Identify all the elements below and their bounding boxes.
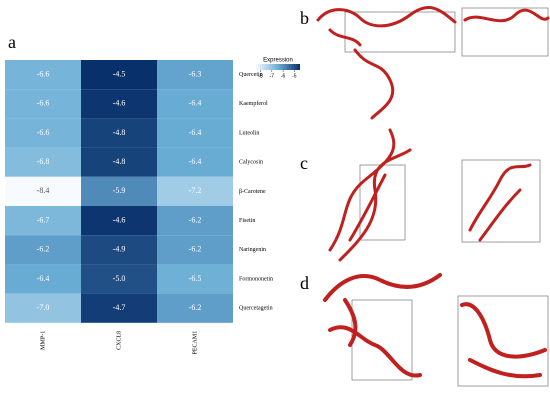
ribbon (323, 273, 442, 378)
row-label: β-Carotene (239, 189, 266, 195)
cell-label: -6.4 (189, 99, 202, 108)
ribbon (468, 163, 532, 242)
cell-label: -4.7 (113, 303, 126, 312)
panel-label: a (8, 32, 16, 52)
colorbar-tick-label: -7 (270, 73, 275, 79)
heatmap-cell (157, 235, 233, 265)
heatmap-cell (157, 264, 233, 294)
zoom-panel (461, 7, 549, 57)
row-label: Fisetin (239, 218, 255, 224)
heatmap-cell (157, 118, 233, 148)
cell-label: -4.8 (113, 128, 126, 137)
heatmap-cell (5, 118, 81, 148)
cell-label: -6.6 (37, 128, 50, 137)
cell-label: -6.2 (37, 245, 50, 254)
heatmap-cell (81, 176, 157, 206)
cell-label: -6.6 (37, 69, 50, 78)
heatmap-cell (5, 264, 81, 294)
colorbar-title: Expression (263, 58, 293, 64)
heatmap-cell (81, 293, 157, 323)
ribbon (328, 128, 412, 262)
heatmap-cell (5, 147, 81, 177)
heatmap-cell (81, 147, 157, 177)
colorbar-tick-label: -5 (292, 73, 297, 79)
row-label: Calycosin (239, 160, 263, 166)
cell-label: -4.5 (113, 69, 126, 78)
panel-label: d (300, 273, 309, 293)
row-label: Quercetin (239, 72, 263, 78)
column-label: CXCL8 (116, 331, 122, 350)
heatmap-cell (81, 206, 157, 236)
heatmap-cell (81, 89, 157, 119)
cell-label: -7.2 (189, 186, 202, 195)
column-label: PECAM1 (192, 331, 198, 355)
cell-label: -5.0 (113, 274, 126, 283)
cell-label: -6.7 (37, 215, 50, 224)
cell-label: -6.2 (189, 215, 202, 224)
cell-label: -6.2 (189, 245, 202, 254)
cell-label: -4.6 (113, 215, 126, 224)
cell-label: -8.4 (37, 186, 50, 195)
row-label: Luteolin (239, 130, 259, 136)
cell-label: -6.2 (189, 303, 202, 312)
heatmap-cell (157, 147, 233, 177)
cell-label: -6.4 (189, 128, 202, 137)
cell-label: -6.4 (189, 157, 202, 166)
cell-label: -4.6 (113, 99, 126, 108)
row-label: Formononetin (239, 276, 273, 282)
cell-label: -4.9 (113, 245, 126, 254)
zoom-box (344, 11, 456, 53)
heatmap-cell (81, 118, 157, 148)
column-label: MMP-1 (40, 331, 46, 350)
heatmap-cell (5, 176, 81, 206)
panel-label: b (300, 8, 309, 28)
heatmap-cell (157, 60, 233, 90)
row-label: Naringenin (239, 247, 266, 253)
colorbar-tick-label: -6 (281, 73, 286, 79)
ribbon (316, 5, 457, 120)
heatmap-cell (81, 60, 157, 90)
heatmap-cell (157, 293, 233, 323)
ribbon (460, 302, 547, 379)
heatmap-cell (5, 206, 81, 236)
ribbon (463, 8, 550, 23)
heatmap-cell (157, 89, 233, 119)
zoom-panel (461, 159, 541, 243)
cell-label: -5.9 (113, 186, 126, 195)
protein-panels (316, 5, 550, 387)
heatmap-cell (157, 176, 233, 206)
heatmap-cell (81, 235, 157, 265)
heatmap-cell (5, 89, 81, 119)
zoom-panel (457, 295, 549, 387)
cell-label: -6.8 (37, 157, 50, 166)
heatmap-cell (5, 293, 81, 323)
heatmap-cell (157, 206, 233, 236)
heatmap-cell (81, 264, 157, 294)
heatmap-cell (5, 60, 81, 90)
cell-label: -6.4 (37, 274, 50, 283)
panel-label: c (300, 153, 308, 173)
colorbar (256, 64, 300, 70)
cell-label: -6.6 (37, 99, 50, 108)
zoom-box (351, 299, 413, 381)
cell-label: -6.5 (189, 274, 202, 283)
colorbar-tick-label: -8 (258, 73, 263, 79)
cell-label: -4.8 (113, 157, 126, 166)
heatmap-cell (5, 235, 81, 265)
cell-label: -6.3 (189, 69, 202, 78)
row-label: Kaempferol (239, 100, 268, 107)
cell-label: -7.0 (37, 303, 50, 312)
row-label: Quercetagetin (239, 306, 273, 312)
